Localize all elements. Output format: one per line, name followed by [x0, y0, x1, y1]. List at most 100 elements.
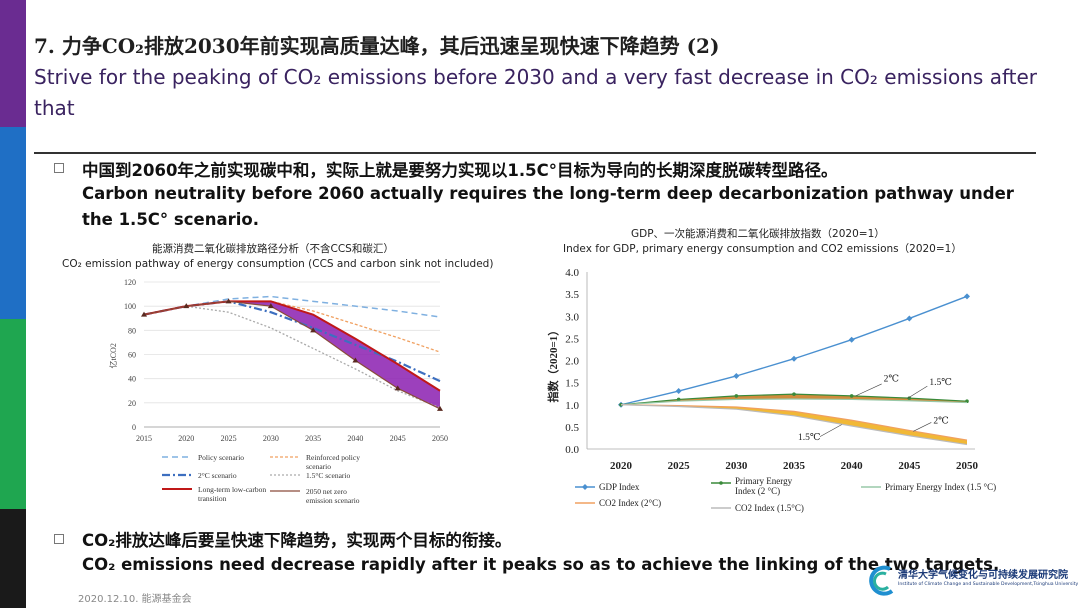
- x-tick-label: 2040: [841, 460, 864, 472]
- legend-label: Primary Energy Index (2 °C): [735, 476, 793, 496]
- sidebar-black-block: [0, 509, 26, 608]
- series-marker: [733, 372, 740, 379]
- legend-label-line: Primary Energy: [735, 476, 793, 486]
- legend-label-line: Long-term low-carbon: [198, 485, 266, 494]
- y-tick-label: 0.0: [565, 444, 579, 456]
- institute-logo-icon: [869, 565, 894, 596]
- series-annotation: 1.5℃: [798, 433, 821, 443]
- y-tick-label: 20: [128, 399, 136, 408]
- series-marker: [675, 388, 682, 395]
- series-line: [143, 305, 441, 409]
- y-tick-label: 100: [124, 302, 136, 311]
- x-tick-label: 2035: [305, 434, 321, 443]
- color-sidebar: [0, 0, 26, 608]
- legend-label: CO2 Index (2°C): [599, 498, 661, 508]
- legend-marker: [582, 484, 588, 490]
- x-tick-label: 2040: [347, 434, 363, 443]
- y-tick-label: 80: [128, 326, 136, 335]
- page-title-en: Strive for the peaking of CO₂ emissions …: [34, 65, 1038, 120]
- series-marker: [310, 327, 317, 333]
- x-tick-label: 2025: [221, 434, 237, 443]
- series-marker: [734, 394, 739, 398]
- series-marker: [906, 315, 913, 322]
- x-tick-label: 2015: [136, 434, 152, 443]
- series-marker: [964, 293, 970, 300]
- legend-label: CO2 Index (1.5°C): [735, 503, 804, 513]
- legend-label: Primary Energy Index (1.5 °C): [885, 482, 996, 492]
- legend-label: 2050 net zero emission scenario: [306, 487, 360, 505]
- annotation-leader: [907, 385, 928, 399]
- series-marker: [676, 397, 681, 402]
- chart2-subtitle: Index for GDP, primary energy consumptio…: [563, 243, 962, 255]
- y-tick-label: 2.5: [565, 333, 579, 345]
- series-annotation: 1.5℃: [929, 378, 952, 388]
- y-tick-label: 3.0: [565, 311, 579, 323]
- series-marker: [183, 303, 190, 309]
- legend-label-line: 2050 net zero: [306, 487, 347, 496]
- legend-label: Reinforced policy scenario: [306, 453, 360, 471]
- annotation-leader: [855, 383, 882, 397]
- series-line: [620, 404, 968, 441]
- x-tick-label: 2045: [390, 434, 406, 443]
- series-marker: [437, 405, 443, 411]
- series-marker: [907, 396, 912, 400]
- bullet-2-cn: CO₂排放达峰后要呈快速下降趋势，实现两个目标的衔接。: [82, 531, 512, 550]
- series-marker: [225, 298, 232, 304]
- series-marker: [792, 392, 796, 396]
- series-marker: [141, 311, 147, 317]
- energy-band: [621, 394, 967, 405]
- institute-logo: 清华大学气候变化与可持续发展研究院 Institute of Climate C…: [868, 562, 1078, 602]
- series-line: [143, 300, 441, 410]
- bullet-1-en: Carbon neutrality before 2060 actually r…: [82, 184, 1014, 229]
- header-divider: [34, 152, 1036, 154]
- logo-text-cn: 清华大学气候变化与可持续发展研究院: [898, 570, 1068, 581]
- y-tick-label: 0: [132, 423, 136, 432]
- y-tick-label: 40: [128, 375, 136, 384]
- chart2-title: GDP、一次能源消费和二氧化碳排放指数（2020=1）: [631, 228, 885, 240]
- legend-label-line: scenario: [306, 462, 331, 471]
- sidebar-blue-block: [0, 127, 26, 319]
- series-marker: [267, 303, 274, 309]
- series-annotation: 2℃: [884, 375, 900, 385]
- legend-label: Policy scenario: [198, 453, 244, 462]
- annotation-leader: [913, 422, 932, 432]
- legend-label: 2°C scenario: [198, 471, 237, 480]
- bullet-1-cn: 中国到2060年之前实现碳中和，实际上就是要努力实现以1.5C°目标为导向的长期…: [82, 161, 838, 180]
- x-tick-label: 2035: [783, 460, 806, 472]
- series-annotation: 2℃: [933, 416, 949, 426]
- series-marker: [394, 385, 401, 391]
- legend-label-line: emission scenario: [306, 496, 360, 505]
- y-tick-label: 2.0: [565, 356, 579, 368]
- x-tick-label: 2045: [898, 460, 921, 472]
- series-line: [620, 295, 968, 406]
- legend-label: Long-term low-carbon transition: [198, 485, 266, 503]
- y-tick-label: 60: [128, 351, 136, 360]
- y-tick-label: 1.5: [565, 378, 579, 390]
- pathway-band: [144, 301, 440, 409]
- sidebar-purple-block: [0, 0, 26, 127]
- logo-text-en: Institute of Climate Change and Sustaina…: [898, 582, 1079, 587]
- x-tick-label: 2050: [956, 460, 979, 472]
- legend-label-line: transition: [198, 494, 227, 503]
- x-tick-label: 2030: [725, 460, 748, 472]
- legend-marker: [719, 481, 723, 485]
- y-axis-label: 亿tCO2: [108, 343, 118, 368]
- series-line: [620, 404, 968, 446]
- y-tick-label: 0.5: [565, 422, 579, 434]
- legend-label: GDP Index: [599, 482, 640, 492]
- y-tick-label: 120: [124, 278, 136, 287]
- x-tick-label: 2050: [432, 434, 448, 443]
- page-title-cn: 7. 力争CO₂排放2030年前实现高质量达峰，其后迅速呈现快速下降趋势 (2): [34, 34, 720, 58]
- series-line: [620, 398, 968, 406]
- y-tick-label: 3.5: [565, 289, 579, 301]
- series-marker: [791, 355, 797, 362]
- chart1-subtitle: CO₂ emission pathway of energy consumpti…: [62, 258, 494, 270]
- legend-label: 1.5°C scenario: [306, 471, 350, 480]
- y-tick-label: 4.0: [565, 267, 579, 279]
- bullet-2-en: CO₂ emissions need decrease rapidly afte…: [82, 555, 1000, 574]
- chart1-title: 能源消费二氧化碳排放路径分析（不含CCS和碳汇）: [152, 243, 394, 255]
- legend-label-line: Index (2 °C): [735, 486, 780, 496]
- series-marker: [849, 394, 854, 398]
- co2-band: [621, 404, 967, 445]
